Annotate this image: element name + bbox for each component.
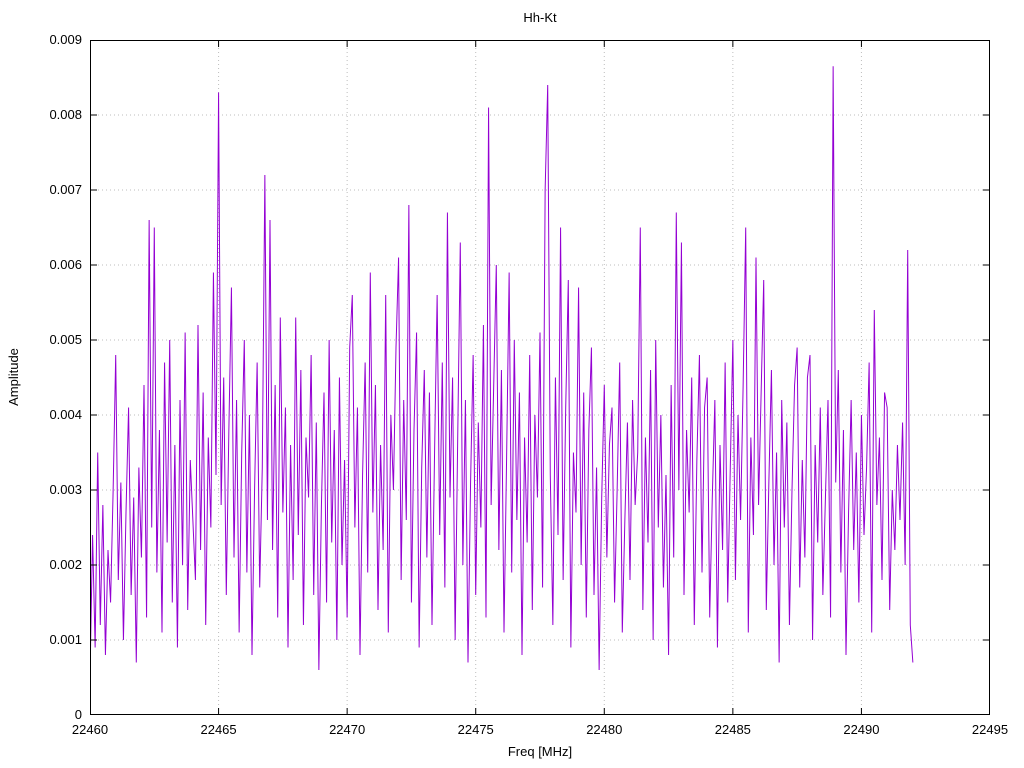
x-tick-label: 22460 xyxy=(71,722,109,737)
y-tick-label: 0.003 xyxy=(49,482,82,497)
y-tick-label: 0.007 xyxy=(49,182,82,197)
data-series-line xyxy=(90,66,914,678)
chart-title: Hh-Kt xyxy=(523,10,557,25)
y-axis-label: Amplitude xyxy=(6,348,21,406)
plot-area xyxy=(90,40,990,715)
y-tick-label: 0.002 xyxy=(49,557,82,572)
plot-border xyxy=(90,40,990,715)
y-tick-label: 0.004 xyxy=(49,407,82,422)
y-tick-label: 0 xyxy=(74,707,82,722)
x-tick-label: 22490 xyxy=(843,722,880,737)
x-axis-label: Freq [MHz] xyxy=(507,744,573,759)
x-tick-label: 22465 xyxy=(200,722,237,737)
x-tick-label: 22480 xyxy=(586,722,623,737)
y-tick-label: 0.009 xyxy=(49,32,82,47)
y-tick-label: 0.001 xyxy=(49,632,82,647)
y-tick-label: 0.006 xyxy=(49,257,82,272)
x-tick-label: 22485 xyxy=(714,722,751,737)
y-tick-label: 0.005 xyxy=(49,332,82,347)
x-tick-label: 22475 xyxy=(457,722,494,737)
x-tick-label: 22495 xyxy=(971,722,1009,737)
y-tick-label: 0.008 xyxy=(49,107,82,122)
x-tick-label: 22470 xyxy=(329,722,366,737)
